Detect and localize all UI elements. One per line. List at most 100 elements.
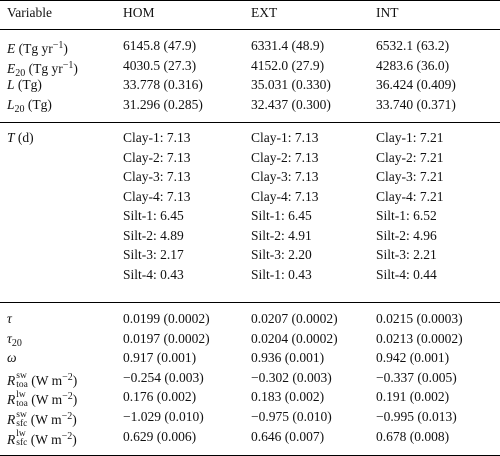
cell-line: Clay-4: 7.13 <box>123 188 191 204</box>
cell: 0.678 (0.008) <box>376 428 450 444</box>
cell: 4152.0 (27.9) <box>251 57 325 73</box>
cell: −0.975 (0.010) <box>251 408 332 424</box>
label-part: E <box>7 60 16 76</box>
cell: Clay-1: 7.21 Clay-2: 7.21 Clay-3: 7.21 Clay… <box>376 128 500 284</box>
label-part: ) <box>63 41 68 56</box>
row-label: T (d) <box>0 128 123 284</box>
label-part: 20 <box>15 67 26 79</box>
label-part: −2 <box>62 391 73 403</box>
cell-line: Silt-4: 0.44 <box>376 266 437 282</box>
label-sub: sfc <box>16 438 28 449</box>
label-part: R <box>7 392 16 408</box>
cell: 0.0199 (0.0002) <box>123 311 210 326</box>
header-row: Variable HOM EXT INT <box>0 1 500 30</box>
cell: −0.254 (0.003) <box>123 369 204 385</box>
cell: 33.778 (0.316) <box>123 77 203 93</box>
header-cell: Variable <box>7 5 52 20</box>
row-label: L20 (Tg) <box>0 95 123 115</box>
cell: 0.936 (0.001) <box>251 350 325 366</box>
label-sup: lw <box>16 390 26 401</box>
header-cell: EXT <box>251 5 278 20</box>
header-cell: HOM <box>123 5 155 20</box>
label-sup: sw <box>16 370 27 381</box>
cell-line: Silt-3: 2.21 <box>376 247 437 262</box>
cell: 6145.8 (47.9) <box>123 38 197 53</box>
label-part: 20 <box>14 103 25 115</box>
cell-line: Clay-3: 7.13 <box>123 169 191 184</box>
cell-line: Silt-1: 6.45 <box>251 208 312 223</box>
cell: 4030.5 (27.3) <box>123 57 197 73</box>
label-part: (W m <box>27 392 63 408</box>
cell-line: Silt-1: 0.43 <box>251 266 312 282</box>
label-part: ) <box>72 431 77 447</box>
label-part: L <box>7 96 15 112</box>
label-part: E <box>7 41 16 56</box>
label-sub: sfc <box>16 418 28 429</box>
label-stack: sw sfc <box>16 410 28 429</box>
cell-line: Silt-2: 4.89 <box>123 227 184 243</box>
cell: −0.337 (0.005) <box>376 369 457 385</box>
label-part: 20 <box>11 337 22 349</box>
cell-line: Clay-4: 7.21 <box>376 188 444 204</box>
label-part: ω <box>7 350 17 366</box>
cell: 6532.1 (63.2) <box>376 38 450 53</box>
cell: Clay-1: 7.13 Clay-2: 7.13 Clay-3: 7.13 Clay… <box>251 128 376 284</box>
label-part: ) <box>72 372 78 388</box>
cell-line: Silt-4: 0.43 <box>123 266 184 282</box>
cell-line: Clay-1: 7.21 <box>376 130 444 145</box>
row-label: L (Tg) <box>0 75 123 95</box>
row-label: τ <box>0 309 123 329</box>
label-part: −2 <box>62 371 73 383</box>
cell-line: Silt-2: 4.91 <box>251 227 312 243</box>
cell: 0.646 (0.007) <box>251 428 325 444</box>
label-part: (Tg) <box>24 96 52 112</box>
cell: 4283.6 (36.0) <box>376 57 450 73</box>
cell-line: Clay-2: 7.13 <box>251 149 319 165</box>
label-part: −1 <box>52 40 64 51</box>
label-part: (W m <box>27 431 62 447</box>
cell-line: Silt-1: 6.45 <box>123 208 184 223</box>
cell: 0.942 (0.001) <box>376 350 450 366</box>
label-part: L <box>7 77 15 93</box>
cell-line: Clay-3: 7.21 <box>376 169 444 184</box>
label-part: R <box>7 411 16 427</box>
cell: −0.302 (0.003) <box>251 369 332 385</box>
cell-line: Clay-3: 7.13 <box>251 169 319 184</box>
cell: 0.0215 (0.0003) <box>376 311 463 326</box>
header-cell: INT <box>376 5 399 20</box>
label-part: τ <box>7 330 12 346</box>
label-part: (W m <box>27 372 63 388</box>
label-stack: sw toa <box>16 370 28 390</box>
label-part: −2 <box>61 430 73 442</box>
label-part: (Tg yr <box>25 60 63 76</box>
label-part: −2 <box>61 410 73 422</box>
table-row: L (Tg) 33.778 (0.316) 35.031 (0.330) 36.424… <box>0 75 500 95</box>
label-part: ) <box>72 392 78 408</box>
table-row: L20 (Tg) 31.296 (0.285) 32.437 (0.300) 33.7… <box>0 95 500 115</box>
cell-line: Silt-2: 4.96 <box>376 227 437 243</box>
table-row: τ 0.0199 (0.0002) 0.0207 (0.0002) 0.0215 (0… <box>0 309 500 329</box>
cell: 0.183 (0.002) <box>251 389 325 405</box>
cell: 32.437 (0.300) <box>251 96 331 112</box>
cell: 33.740 (0.371) <box>376 96 456 112</box>
cell: Clay-1: 7.13 Clay-2: 7.13 Clay-3: 7.13 Clay… <box>123 128 251 284</box>
label-part: (W m <box>27 411 62 427</box>
label-part: ) <box>73 60 78 76</box>
label-part: (Tg yr <box>15 41 53 56</box>
row-label: E20 (Tg yr−1) <box>0 56 123 79</box>
label-part: (d) <box>14 130 34 145</box>
cell-line: Clay-1: 7.13 <box>123 130 191 145</box>
label-sup: lw <box>16 429 26 440</box>
label-sub: toa <box>16 399 28 410</box>
row-group: E (Tg yr−1) 6145.8 (47.9) 6331.4 (48.9) 653… <box>0 30 500 123</box>
cell: 0.0204 (0.0002) <box>251 330 338 346</box>
cell: 0.0213 (0.0002) <box>376 330 463 346</box>
table-row: E20 (Tg yr−1) 4030.5 (27.3) 4152.0 (27.9) 4… <box>0 56 500 79</box>
